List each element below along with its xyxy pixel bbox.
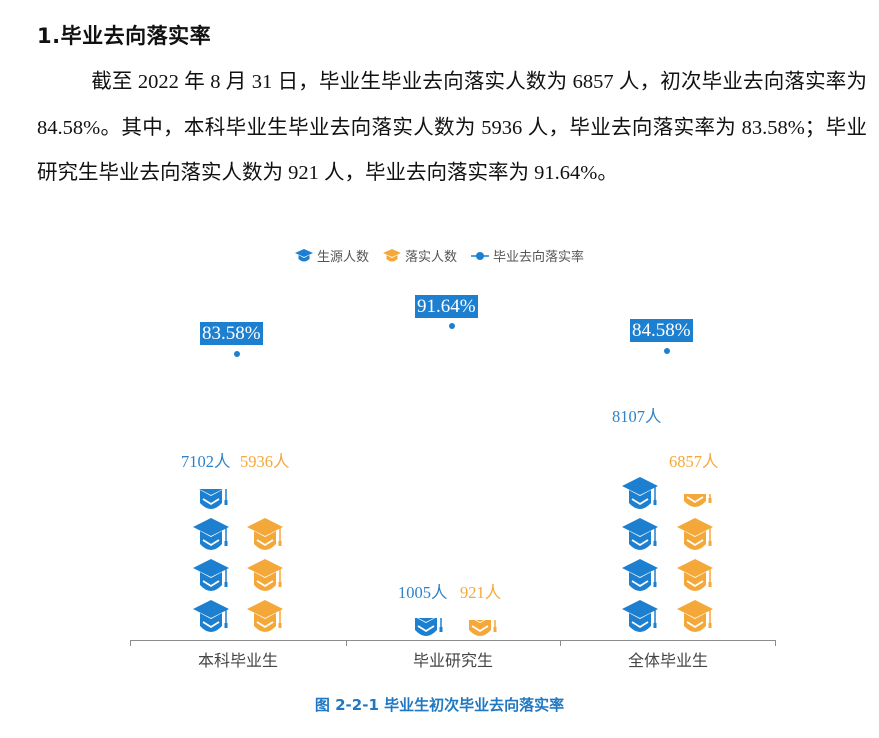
graduation-cap-icon[interactable] <box>676 516 714 554</box>
graduation-cap-icon[interactable] <box>192 516 230 554</box>
section-title: 1.毕业去向落实率 <box>37 24 212 48</box>
graduation-cap-icon[interactable] <box>246 557 284 595</box>
category-label-graduate: 毕业研究生 <box>412 651 493 670</box>
graduation-cap-icon[interactable] <box>676 598 714 636</box>
placed-count-graduate: 921人 <box>460 583 502 602</box>
legend-item-placed[interactable]: 落实人数 <box>382 246 457 265</box>
source-count-undergrad: 7102人 <box>181 452 231 471</box>
graduation-cap-icon[interactable] <box>676 557 714 595</box>
legend-label: 生源人数 <box>316 250 369 265</box>
graduation-cap-icon <box>382 248 401 261</box>
paragraph-text: 截至 2022 年 8 月 31 日，毕业生毕业去向落实人数为 6857 人，初… <box>37 71 867 184</box>
chart-legend: 生源人数 落实人数 毕业去向落实率 <box>0 246 879 265</box>
rate-label-undergrad: 83.58% <box>200 322 263 345</box>
category-label-undergrad: 本科毕业生 <box>197 651 278 670</box>
source-count-graduate: 1005人 <box>398 583 448 602</box>
graduation-cap-icon[interactable] <box>461 620 499 640</box>
graduation-cap-icon[interactable] <box>246 516 284 554</box>
graduation-cap-icon[interactable] <box>246 598 284 636</box>
rate-point-all[interactable] <box>664 348 670 354</box>
graduation-cap-icon <box>294 248 313 261</box>
rate-label-all: 84.58% <box>630 319 693 342</box>
summary-paragraph: 截至 2022 年 8 月 31 日，毕业生毕业去向落实人数为 6857 人，初… <box>37 60 867 197</box>
legend-item-rate[interactable]: 毕业去向落实率 <box>471 246 584 265</box>
rate-point-undergrad[interactable] <box>234 351 240 357</box>
axis-tick <box>346 640 347 646</box>
legend-label: 毕业去向落实率 <box>493 250 585 265</box>
category-label-all: 全体毕业生 <box>627 651 708 670</box>
axis-tick <box>130 640 131 646</box>
graduation-cap-icon[interactable] <box>407 618 445 640</box>
legend-label: 落实人数 <box>404 250 457 265</box>
graduation-cap-icon[interactable] <box>192 489 230 513</box>
axis-tick <box>560 640 561 646</box>
rate-label-graduate: 91.64% <box>415 295 478 318</box>
figure-caption: 图 2-2-1 毕业生初次毕业去向落实率 <box>314 696 565 714</box>
axis-tick <box>775 640 776 646</box>
graduation-cap-icon[interactable] <box>621 475 659 513</box>
graduation-cap-icon[interactable] <box>192 557 230 595</box>
graduation-cap-icon[interactable] <box>676 494 714 511</box>
graduation-cap-icon[interactable] <box>621 516 659 554</box>
rate-point-graduate[interactable] <box>449 323 455 329</box>
line-dot-icon <box>471 251 489 260</box>
x-axis <box>130 640 776 641</box>
legend-item-source[interactable]: 生源人数 <box>294 246 369 265</box>
graduation-cap-icon[interactable] <box>621 598 659 636</box>
graduation-cap-icon[interactable] <box>192 598 230 636</box>
placed-count-undergrad: 5936人 <box>240 452 290 471</box>
graduation-cap-icon[interactable] <box>621 557 659 595</box>
placed-count-all: 6857人 <box>669 452 719 471</box>
source-count-all: 8107人 <box>612 407 662 426</box>
